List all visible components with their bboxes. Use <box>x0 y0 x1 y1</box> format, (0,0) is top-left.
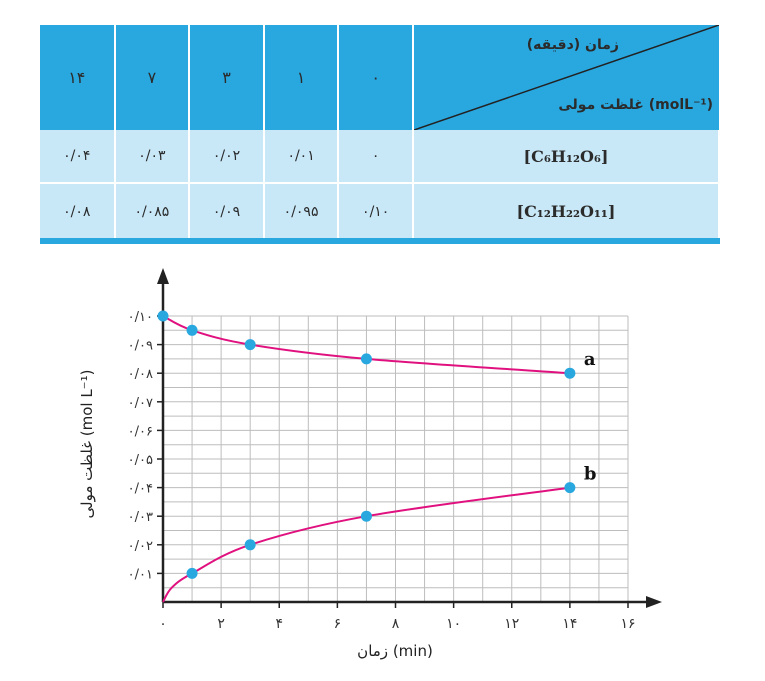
y-tick-label: ۰/۰۶ <box>128 424 153 439</box>
data-point-b <box>360 510 372 522</box>
series-label-a: a <box>584 349 596 370</box>
table-cell: ۰/۰۱ <box>263 130 340 184</box>
time-cell: ۷ <box>114 25 191 130</box>
series-label-b: b <box>584 464 597 485</box>
y-axis-label: غلظت مولی (mol L⁻¹) <box>78 370 96 519</box>
time-cell: ۱ <box>263 25 340 130</box>
row-label-glucose: [C₆H₁₂O₆] <box>413 130 720 184</box>
data-point-b <box>186 567 198 579</box>
y-tick-label: ۰/۰۸ <box>128 367 153 382</box>
y-tick-label: ۰/۰۵ <box>128 453 153 468</box>
time-cell: ۱۴ <box>40 25 116 130</box>
data-point-b <box>244 539 256 551</box>
y-tick-label: ۰/۰۴ <box>128 482 153 497</box>
time-cell: ۳ <box>189 25 265 130</box>
concentration-chart: ۰/۰۱ ۰/۰۲ ۰/۰۳ ۰/۰۴ ۰/۰۵ ۰/۰۶ ۰/۰۷ ۰/۰۸ ۰/۰۹ ۰/۱۰… <box>78 268 662 660</box>
table-cell: ۰/۰۸۵ <box>114 183 191 239</box>
table-cell: ۰/۰۳ <box>114 130 191 184</box>
y-tick-label: ۰/۰۹ <box>128 339 153 354</box>
table-cell: ۰/۰۴ <box>40 130 116 184</box>
markers <box>157 310 576 579</box>
x-tick-label: ۱۴ <box>562 616 577 632</box>
grid <box>163 315 629 602</box>
data-table: ۱۴ ۷ ۳ ۱ ۰ زمان (دقیقه) غلظت مولی (molL⁻… <box>40 25 720 244</box>
x-tick-label: ۱۲ <box>504 616 519 632</box>
y-axis-arrow <box>157 268 169 284</box>
table-bottom-rule <box>40 238 720 244</box>
x-tick-label: ۶ <box>334 616 342 632</box>
data-point-a <box>564 367 576 379</box>
table-cell: ۰/۰۸ <box>40 183 116 239</box>
x-tick-label: ۲ <box>217 616 225 632</box>
table-row: ۰/۰۸ ۰/۰۸۵ ۰/۰۹ ۰/۰۹۵ ۰/۱۰ [C₁₂H₂₂O₁₁] <box>40 183 720 239</box>
data-point-a <box>157 310 169 322</box>
x-tick-label: ۰ <box>159 616 167 632</box>
x-axis-label: زمان (min) <box>357 642 433 660</box>
axes <box>157 268 662 608</box>
header-time-label: زمان (دقیقه) <box>526 37 619 53</box>
x-axis-arrow <box>646 596 662 608</box>
diagonal-line <box>414 25 719 130</box>
x-tick-label: ۱۰ <box>446 616 461 632</box>
header-conc-label: غلظت مولی (molL⁻¹) <box>558 97 713 113</box>
table-cell: ۰/۰۹ <box>189 183 265 239</box>
data-point-a <box>186 324 198 336</box>
table-header-row: ۱۴ ۷ ۳ ۱ ۰ زمان (دقیقه) غلظت مولی (molL⁻… <box>40 25 719 130</box>
tick-labels: ۰/۰۱ ۰/۰۲ ۰/۰۳ ۰/۰۴ ۰/۰۵ ۰/۰۶ ۰/۰۷ ۰/۰۸ ۰/۰۹ ۰/۱۰… <box>128 310 636 632</box>
row-label-sucrose: [C₁₂H₂₂O₁₁] <box>413 183 720 239</box>
y-tick-label: ۰/۰۳ <box>128 510 153 525</box>
table-row: ۰/۰۴ ۰/۰۳ ۰/۰۲ ۰/۰۱ ۰ [C₆H₁₂O₆] <box>40 130 720 184</box>
table-cell: ۰ <box>338 130 414 184</box>
y-tick-label: ۰/۱۰ <box>128 310 153 325</box>
data-point-a <box>244 339 256 351</box>
y-tick-label: ۰/۰۲ <box>128 539 153 554</box>
table-cell: ۰/۰۲ <box>189 130 265 184</box>
y-tick-label: ۰/۰۷ <box>128 396 153 411</box>
table-cell: ۰/۱۰ <box>338 183 414 239</box>
data-point-b <box>564 482 576 494</box>
x-tick-label: ۴ <box>275 616 283 632</box>
x-tick-label: ۱۶ <box>620 616 635 632</box>
time-cell: ۰ <box>338 25 414 130</box>
table-cell: ۰/۰۹۵ <box>263 183 340 239</box>
header-diagonal-cell: زمان (دقیقه) غلظت مولی (molL⁻¹) <box>413 25 719 130</box>
x-tick-label: ۸ <box>392 616 400 632</box>
data-point-a <box>360 353 372 365</box>
y-tick-label: ۰/۰۱ <box>128 567 153 582</box>
